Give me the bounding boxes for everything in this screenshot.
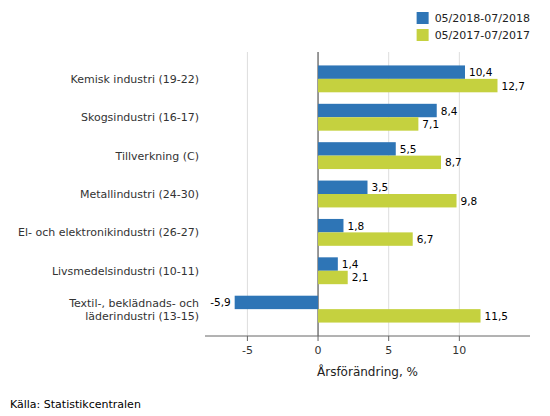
chart: -5 0 5 10 10,4 8,4 5,5 3,5 1,8 1,4 -5,9 12,7 7,1 8,7 9… [0,0,550,416]
grid-line [247,52,248,336]
source-note: Källa: Statistikcentralen [10,398,141,411]
bar [318,232,413,245]
legend: 05/2018-07/2018 05/2017-07/2017 [417,12,530,42]
data-label: 7,1 [422,118,439,130]
category-label: Skogsindustri (16-17) [81,111,199,124]
data-label: 11,5 [485,310,508,322]
legend-swatch [417,12,429,24]
legend-swatch [417,29,429,41]
tick-label: -5 [242,344,253,357]
data-label: 2,1 [352,271,369,283]
data-label: 6,7 [417,233,434,245]
tick-mark [459,336,460,341]
data-label: 8,7 [445,156,462,168]
tick-mark [247,336,248,341]
data-label: 9,8 [461,195,478,207]
x-axis-line [205,336,530,337]
bar [318,181,367,194]
tick-label: 10 [452,344,466,357]
legend-label: 05/2017-07/2017 [435,29,530,42]
data-label: 3,5 [372,181,389,193]
bar [318,271,348,284]
tick-mark [318,336,319,341]
category-label: Tillverkning (C) [115,150,199,163]
x-axis-label: Årsförändring, % [317,364,418,379]
bar [318,117,418,130]
data-label: -5,9 [210,296,231,308]
bar [318,142,396,155]
data-label: 10,4 [469,66,493,78]
tick-mark [388,336,389,341]
tick-label: 0 [315,344,322,357]
data-label: 1,4 [342,258,359,270]
bar [318,309,481,322]
data-labels: 10,4 8,4 5,5 3,5 1,8 1,4 -5,9 12,7 7,1 8,7 9,8 6,7 2… [210,66,525,322]
bar [318,104,437,117]
data-label: 8,4 [441,105,458,117]
category-label: Textil-, beklädnads- ochläderindustri (1… [68,297,199,323]
bar [318,257,338,270]
tick-label: 5 [385,344,392,357]
legend-label: 05/2018-07/2018 [435,12,530,25]
category-label: Livsmedelsindustri (10-11) [52,265,199,278]
category-label: El- och elektronikindustri (26-27) [18,226,199,239]
data-label: 5,5 [400,143,417,155]
bar [318,194,456,207]
bar [318,219,343,232]
data-label: 1,8 [347,220,364,232]
bar [318,65,465,78]
bar [235,296,318,309]
data-label: 12,7 [502,80,525,92]
category-label: Kemisk industri (19-22) [71,73,199,86]
bar [318,79,497,92]
bars [235,65,498,322]
bar [318,156,441,169]
grid [247,52,459,336]
category-label: Metallindustri (24-30) [80,188,199,201]
